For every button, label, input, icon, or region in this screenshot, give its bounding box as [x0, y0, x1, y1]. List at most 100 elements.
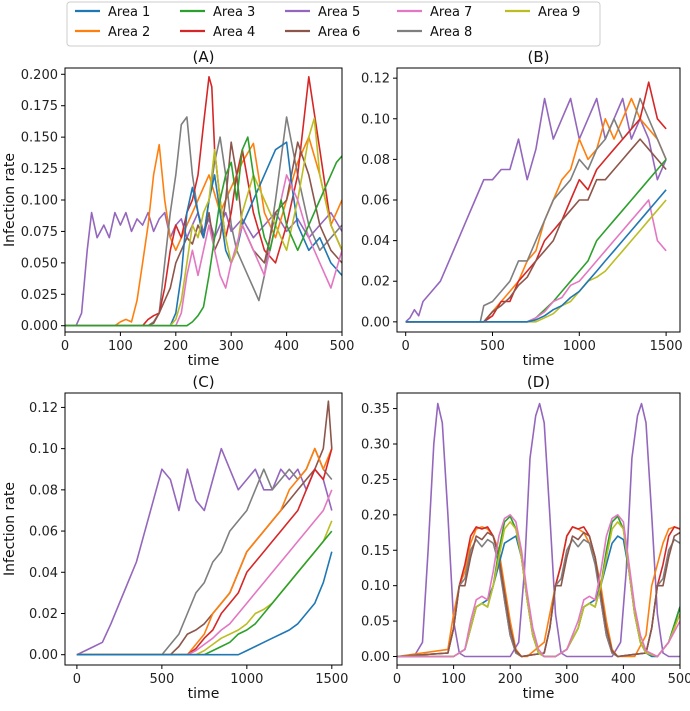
plot-frame: [396, 392, 681, 666]
series-line-area-2: [76, 447, 333, 656]
panel-title: (C): [192, 373, 214, 391]
series-line-area-8: [397, 538, 680, 658]
x-axis-label: time: [523, 686, 555, 702]
series-line-area-4: [65, 76, 342, 327]
series-line-area-5: [65, 211, 342, 327]
series-line-area-2: [65, 136, 342, 327]
y-tick-label: 0.00: [29, 648, 58, 663]
y-tick-label: 0.15: [361, 544, 390, 559]
series-line-area-4: [76, 448, 333, 656]
y-tick-label: 0.35: [361, 402, 390, 417]
legend: Area 1 Area 2 Area 3 Area 4 Area 5 Area 6 Area…: [66, 1, 601, 47]
x-tick-label: 100: [441, 672, 466, 687]
x-axis-label: time: [188, 353, 220, 369]
x-tick-label: 200: [498, 672, 523, 687]
series-line-area-9: [397, 521, 680, 658]
plot-frame: [64, 67, 343, 333]
y-tick-label: 0.10: [361, 579, 390, 594]
y-tick-label: 0.175: [21, 99, 58, 114]
x-tick-label: 1500: [315, 672, 348, 687]
series-line-area-1: [397, 535, 680, 658]
y-tick-label: 0.150: [21, 131, 58, 146]
legend-label: Area 7: [430, 5, 472, 20]
series-line-area-3: [397, 515, 680, 658]
x-axis-label: time: [523, 353, 555, 369]
panel-d: 0 100 200 300 400 500 0.00 0.05 0.10 0.15 0.20 0.25…: [361, 373, 690, 702]
legend-label: Area 9: [538, 5, 580, 20]
y-tick-label: 0.08: [29, 483, 58, 498]
series-line-area-6: [76, 400, 333, 656]
panel-title: (A): [193, 48, 215, 66]
y-tick-label: 0.075: [21, 225, 58, 240]
legend-label: Area 6: [318, 25, 360, 40]
panel-title: (B): [528, 48, 550, 66]
x-tick-label: 400: [274, 339, 299, 354]
y-tick-label: 0.050: [21, 256, 58, 271]
series-line-area-1: [76, 551, 333, 656]
series-line-area-5: [397, 402, 680, 658]
series-line-area-3: [76, 530, 333, 656]
y-axis-label: Infection rate: [2, 153, 18, 247]
series-line-area-1: [65, 141, 342, 327]
legend-label: Area 8: [430, 25, 472, 40]
y-tick-label: 0.12: [29, 401, 58, 416]
series-line-area-6: [405, 138, 667, 323]
x-axis-label: time: [188, 686, 220, 702]
y-tick-label: 0.04: [29, 566, 58, 581]
series-line-area-3: [65, 136, 342, 327]
y-tick-label: 0.25: [361, 473, 390, 488]
legend-label: Area 3: [213, 5, 255, 20]
y-axis-label: Infection rate: [2, 482, 18, 576]
series-line-area-2: [405, 97, 667, 323]
series-line-area-6: [397, 531, 680, 658]
series-line-area-1: [405, 189, 667, 323]
y-tick-label: 0.04: [361, 234, 390, 249]
y-tick-label: 0.02: [361, 275, 390, 290]
y-tick-label: 0.30: [361, 438, 390, 453]
series-line-area-4: [397, 526, 680, 658]
x-tick-label: 0: [402, 339, 410, 354]
x-tick-label: 100: [108, 339, 133, 354]
x-tick-label: 500: [480, 339, 505, 354]
y-tick-label: 0.10: [29, 442, 58, 457]
series-line-area-4: [405, 81, 667, 323]
y-tick-label: 0.05: [361, 615, 390, 630]
x-tick-label: 300: [554, 672, 579, 687]
y-tick-label: 0.025: [21, 288, 58, 303]
series-line-area-3: [405, 158, 667, 323]
y-tick-label: 0.08: [361, 153, 390, 168]
y-tick-label: 0.06: [361, 194, 390, 209]
y-tick-label: 0.200: [21, 68, 58, 83]
x-tick-label: 0: [393, 672, 401, 687]
legend-label: Area 4: [213, 25, 255, 40]
x-tick-label: 1000: [563, 339, 596, 354]
y-tick-label: 0.000: [21, 319, 58, 334]
x-tick-label: 1500: [650, 339, 683, 354]
series-line-area-7: [76, 489, 333, 656]
y-tick-label: 0.02: [29, 607, 58, 622]
x-tick-label: 400: [611, 672, 636, 687]
y-tick-label: 0.125: [21, 162, 58, 177]
series-line-area-7: [405, 199, 667, 323]
y-tick-label: 0.00: [361, 315, 390, 330]
panel-title: (D): [527, 373, 550, 391]
plot-frame: [64, 392, 343, 666]
legend-frame: [66, 1, 601, 47]
series-line-area-7: [397, 513, 680, 658]
series-line-area-9: [405, 199, 667, 323]
x-tick-label: 1000: [230, 672, 263, 687]
series-line-area-8: [65, 116, 342, 327]
series-line-area-7: [65, 174, 342, 327]
x-tick-label: 0: [73, 672, 81, 687]
panel-b: 0 500 1000 1500 0.00 0.02 0.04 0.06 0.08 0.10 0.12…: [361, 48, 683, 369]
series-line-area-5: [405, 97, 667, 323]
y-tick-label: 0.20: [361, 508, 390, 523]
x-tick-label: 500: [668, 672, 690, 687]
y-tick-label: 0.06: [29, 525, 58, 540]
series-line-area-8: [405, 97, 667, 323]
legend-label: Area 2: [108, 25, 150, 40]
series-line-area-2: [397, 526, 680, 658]
y-tick-label: 0.12: [361, 72, 390, 87]
y-tick-label: 0.10: [361, 112, 390, 127]
